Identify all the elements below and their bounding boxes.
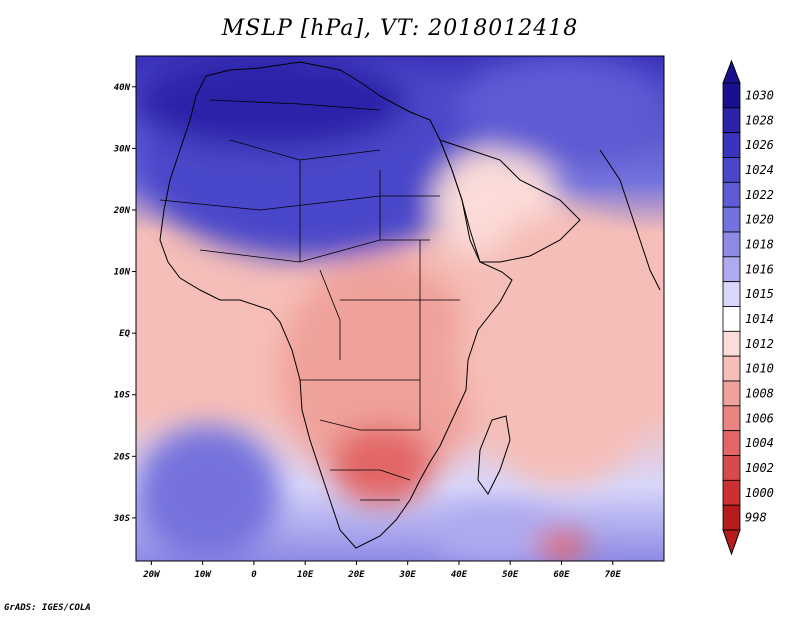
- pressure-region-southern-africa-low: [330, 425, 434, 506]
- colorbar-label: 1030: [745, 88, 774, 102]
- y-tick-label: 20S: [113, 452, 131, 462]
- colorbar-swatch: [722, 231, 741, 258]
- coastline-layer: [159, 61, 661, 549]
- x-tick-label: 10E: [297, 570, 314, 580]
- colorbar-label: 1002: [745, 461, 774, 475]
- y-tick-label: 40N: [114, 83, 131, 93]
- plot-frame: [135, 55, 665, 562]
- colorbar-top-arrow: [722, 59, 741, 84]
- y-tick-label: 10N: [114, 268, 131, 278]
- map-title: MSLP [hPa], VT: 2018012418: [221, 16, 579, 41]
- pressure-region-mascarene-low: [535, 530, 588, 561]
- pressure-region-indian-ocean: [458, 209, 664, 488]
- colorbar-swatch: [722, 281, 741, 307]
- colorbar-label: 1008: [745, 386, 774, 400]
- colorbar-label: 1000: [745, 486, 774, 500]
- pressure-region-tropical-trough: [279, 259, 485, 488]
- country-borders: [159, 99, 460, 501]
- colorbar-label: 1010: [745, 362, 774, 376]
- colorbar-swatch: [722, 82, 741, 109]
- colorbar-label: 1026: [745, 138, 774, 152]
- y-tick-label: 30S: [113, 514, 131, 524]
- y-tick-label: 20N: [113, 206, 131, 216]
- colorbar-label: 1020: [745, 213, 774, 227]
- colorbar-label: 1012: [745, 337, 774, 351]
- x-tick-label: 20E: [347, 570, 365, 580]
- x-tick-label: 40E: [451, 570, 468, 580]
- colorbar-swatch: [722, 455, 741, 481]
- colorbar-label: 998: [745, 511, 767, 525]
- x-tick-label: 70E: [605, 570, 622, 580]
- colorbar-swatch: [722, 157, 741, 183]
- colorbar-label: 1014: [745, 312, 774, 326]
- colorbar-swatch: [722, 430, 741, 456]
- colorbar-bottom-arrow: [722, 529, 741, 556]
- x-tick-label: 10W: [195, 570, 213, 580]
- colorbar-swatch: [722, 330, 741, 357]
- y-tick-label: EQ: [119, 329, 130, 339]
- colorbar-swatch: [722, 306, 741, 332]
- colorbar-swatch: [722, 405, 741, 432]
- y-axis: 40N 30N 20N 10N EQ 10S 20S 30S: [113, 83, 136, 524]
- colorbar-label: 1028: [745, 113, 774, 127]
- africa-coastline: [159, 61, 513, 549]
- x-axis: 20W 10W 0 10E 20E 30E 40E 50E 60E 70E: [142, 561, 621, 580]
- madagascar-coastline: [477, 415, 511, 495]
- colorbar-label: 1018: [745, 237, 774, 251]
- x-tick-label: 20W: [142, 570, 161, 580]
- colorbar-swatch: [722, 206, 741, 233]
- y-tick-label: 30N: [113, 144, 131, 154]
- pressure-region-south-atlantic-high: [136, 425, 280, 561]
- x-tick-label: 60E: [553, 570, 570, 580]
- colorbar-label: 1022: [745, 188, 774, 202]
- pressure-field-layer: [136, 56, 664, 561]
- colorbar-swatch: [722, 479, 741, 506]
- colorbar-swatch: [722, 256, 741, 283]
- colorbar-swatch: [722, 181, 741, 208]
- x-tick-label: 30E: [399, 570, 417, 580]
- colorbar-swatch: [722, 380, 741, 407]
- x-tick-label: 0: [251, 570, 257, 580]
- colorbar-label: 1004: [745, 436, 774, 450]
- x-tick-label: 50E: [502, 570, 519, 580]
- y-tick-label: 10S: [114, 391, 131, 401]
- grads-credit: GrADS: IGES/COLA: [4, 603, 91, 613]
- colorbar-label: 1024: [745, 163, 774, 177]
- colorbar-label: 1006: [745, 411, 774, 425]
- colorbar-label: 1016: [745, 262, 774, 276]
- colorbar-swatch: [722, 132, 741, 158]
- colorbar-swatch: [722, 107, 741, 134]
- pressure-region-indian-ocean-high: [433, 505, 562, 561]
- colorbar-swatch: [722, 504, 741, 531]
- india-coastline: [599, 149, 661, 291]
- colorbar: 1030 1028 1026 1024 1022 1020 1018 1016 1015 1014…: [722, 59, 774, 556]
- pressure-region-asia-high: [458, 56, 664, 161]
- colorbar-swatch: [722, 355, 741, 382]
- pressure-region-mediterranean-high: [136, 56, 408, 149]
- colorbar-label: 1015: [745, 287, 774, 301]
- arabian-peninsula-coastline: [439, 139, 581, 263]
